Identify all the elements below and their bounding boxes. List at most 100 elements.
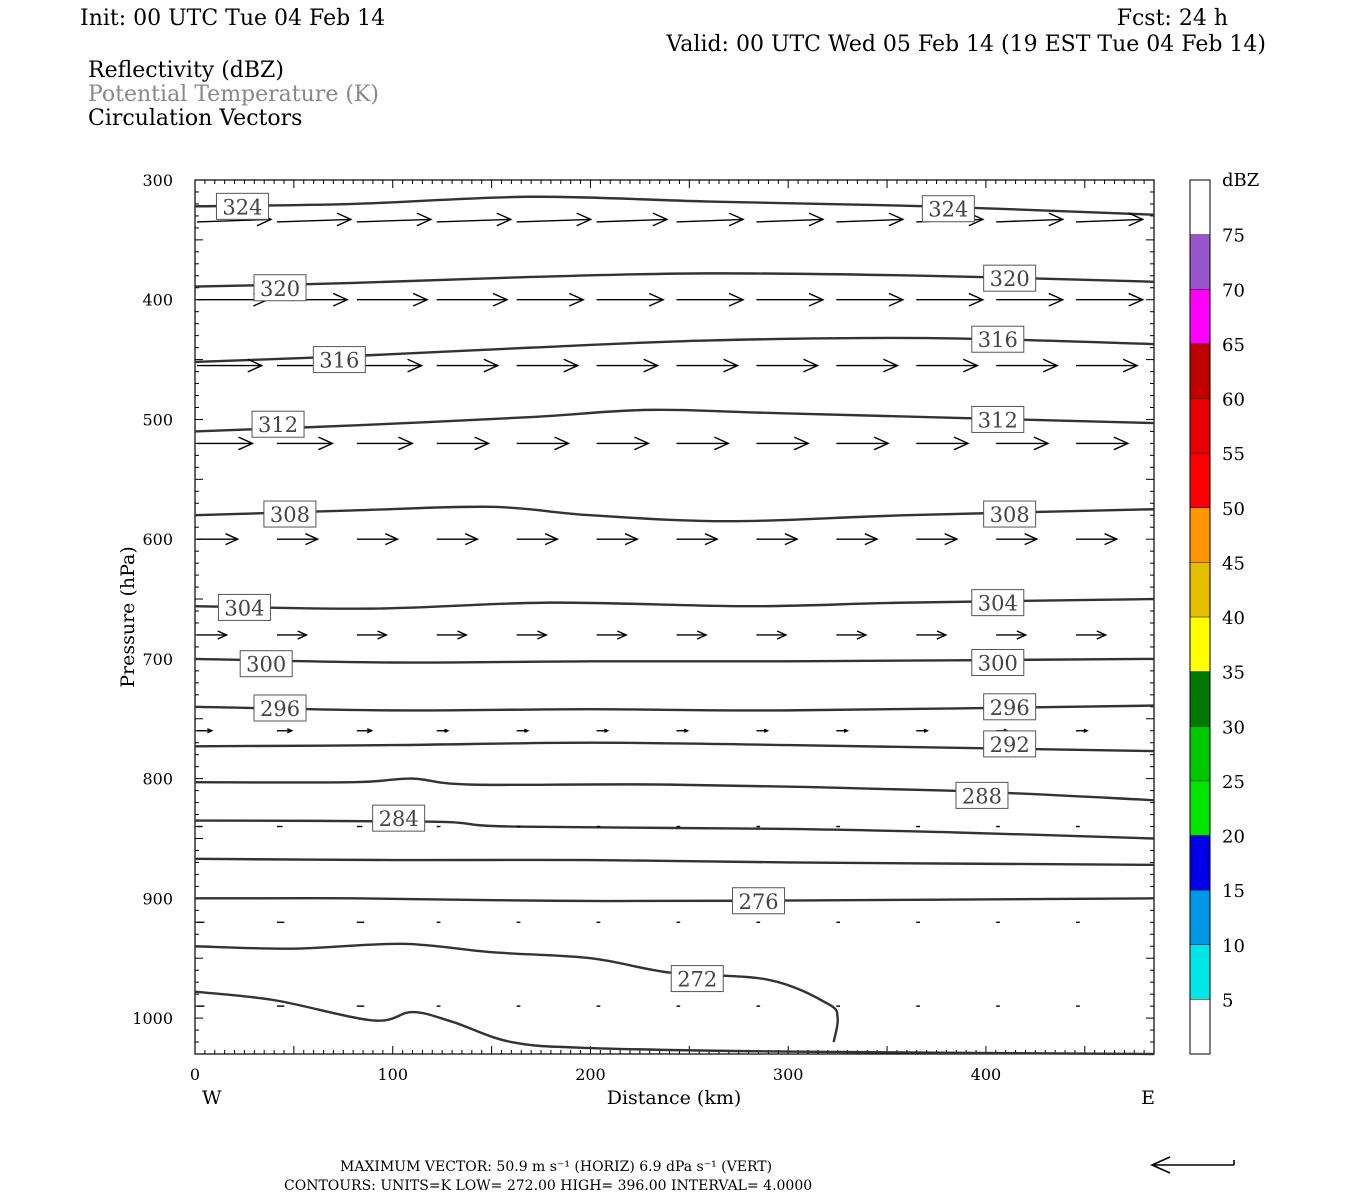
circulation-vector — [197, 533, 240, 546]
y-tick-label: 500 — [142, 410, 173, 429]
vector-head — [803, 358, 820, 373]
vector-head — [763, 728, 770, 733]
x-tick-label: 200 — [575, 1065, 606, 1084]
circulation-vector — [756, 630, 788, 640]
contour-label-text: 312 — [978, 408, 1018, 432]
vector-head — [1042, 358, 1059, 373]
vector-shaft — [1076, 218, 1143, 223]
contour-label-324: 324 — [215, 192, 269, 220]
circulation-vector — [436, 358, 500, 373]
vector-head — [297, 630, 309, 640]
circulation-vector — [596, 292, 665, 307]
vector-shaft — [356, 218, 431, 223]
contour-label-box — [239, 650, 293, 678]
vector-head — [1048, 292, 1065, 307]
vector-head — [883, 358, 900, 373]
vector-head — [286, 728, 294, 734]
colorbar-swatch — [1190, 398, 1210, 454]
circulation-vector — [676, 728, 690, 733]
theta-contour-272 — [194, 942, 839, 1043]
circulation-vector — [436, 212, 513, 227]
contour-label-284: 284 — [372, 804, 426, 832]
theta-contour-284 — [194, 819, 1155, 840]
colorbar-swatch — [1190, 507, 1210, 563]
vector-head — [1048, 212, 1065, 227]
vector-head — [377, 630, 389, 640]
colorbar-level-label: 30 — [1222, 717, 1245, 738]
vector-head — [683, 728, 690, 733]
contour-label-304: 304 — [217, 593, 271, 621]
vector-head — [554, 436, 571, 451]
vector-shaft — [756, 218, 824, 223]
circulation-vector — [356, 630, 389, 640]
vector-head — [336, 212, 353, 227]
max-vector-text: MAXIMUM VECTOR: 50.9 m s⁻¹ (HORIZ) 6.9 d… — [340, 1159, 772, 1175]
contour-label-text: 316 — [978, 328, 1018, 352]
circulation-vector — [1076, 358, 1139, 373]
circulation-vector — [756, 292, 825, 307]
vector-head — [496, 212, 513, 227]
circulation-vector — [676, 436, 731, 451]
vector-head — [704, 533, 719, 546]
circulation-vector — [356, 212, 433, 227]
contour-label-text: 300 — [978, 651, 1018, 675]
theta-contour-296 — [194, 704, 1155, 712]
circulation-vector — [197, 728, 214, 734]
colorbar-level-label: 25 — [1222, 772, 1245, 793]
circulation-vector — [276, 212, 353, 227]
contour-label-300: 300 — [971, 648, 1025, 676]
contour-label-276: 276 — [732, 887, 786, 915]
contour-label-box — [971, 405, 1025, 433]
vector-head — [1096, 630, 1108, 640]
circulation-vector — [916, 630, 948, 640]
vector-head — [923, 728, 930, 733]
circulation-vector — [1076, 533, 1119, 546]
circulation-vector — [516, 533, 560, 546]
vector-head — [624, 533, 639, 546]
contour-label-text: 324 — [928, 198, 968, 222]
vector-head — [944, 533, 959, 546]
circulation-vector — [756, 436, 810, 451]
theta-contour-268 — [194, 990, 1155, 1056]
vector-head — [457, 630, 469, 640]
vector-head — [873, 436, 890, 451]
colorbar-swatch — [1190, 944, 1210, 1000]
theta-contour-288 — [194, 777, 1155, 802]
circulation-vector — [996, 212, 1065, 227]
contour-label-text: 284 — [379, 807, 419, 831]
contour-label-box — [253, 694, 307, 722]
contour-label-292: 292 — [983, 730, 1037, 758]
vector-head — [412, 292, 429, 307]
vector-head — [728, 212, 745, 227]
colorbar-level-label: 10 — [1222, 936, 1245, 957]
contour-label-box — [312, 346, 366, 374]
colorbar-level-label: 40 — [1222, 608, 1245, 629]
vector-head — [332, 292, 349, 307]
contour-label-text: 272 — [677, 968, 717, 992]
vector-head — [483, 358, 500, 373]
y-tick-label: 700 — [142, 650, 173, 669]
colorbar-level-label: 50 — [1222, 499, 1245, 520]
circulation-vector — [596, 630, 628, 640]
vector-head — [407, 358, 424, 373]
circulation-vector — [676, 630, 708, 640]
vector-head — [247, 358, 264, 373]
contour-label-288: 288 — [955, 781, 1009, 809]
y-tick-label: 800 — [142, 770, 173, 789]
circulation-vector — [916, 358, 980, 373]
colorbar-swatch — [1190, 999, 1210, 1054]
circulation-vector — [836, 292, 905, 307]
vector-head — [808, 212, 825, 227]
vector-head — [648, 292, 665, 307]
contour-label-308: 308 — [983, 500, 1037, 528]
x-tick-label: 0 — [190, 1065, 200, 1084]
vector-shaft — [836, 218, 903, 223]
circulation-vector — [1076, 728, 1089, 733]
vector-head — [728, 292, 745, 307]
contour-label-320: 320 — [253, 274, 307, 302]
contour-labels: 324 324 320 320 316 316 312 312 308 308 304 304 300 3… — [215, 192, 1037, 993]
x-axis-label: Distance (km) — [607, 1087, 742, 1109]
contour-label-308: 308 — [263, 500, 317, 528]
circulation-vector — [756, 358, 820, 373]
vector-head — [617, 630, 628, 640]
